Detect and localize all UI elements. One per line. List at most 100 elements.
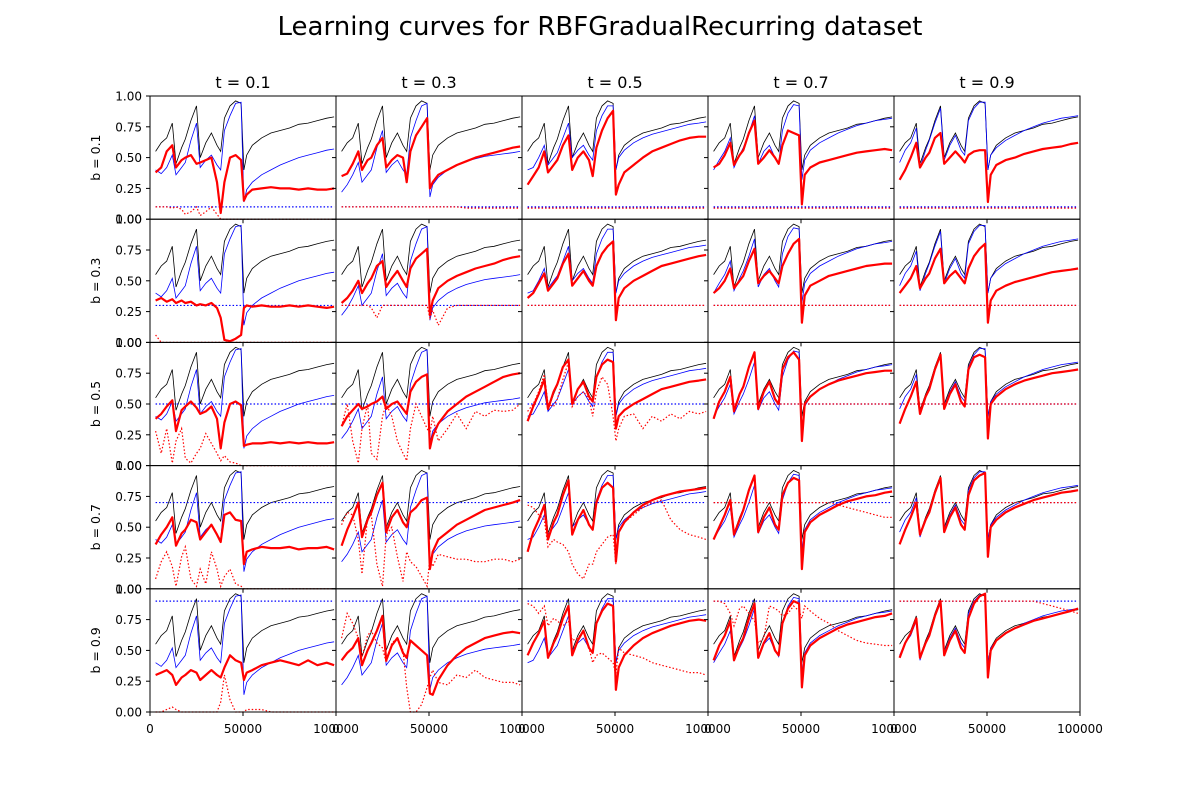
series-red-line xyxy=(898,131,1079,204)
series-black-line xyxy=(713,346,893,417)
y-tick-label: 0.00 xyxy=(115,336,142,350)
series-red-line xyxy=(155,654,335,687)
subplot-r2-c5 xyxy=(890,218,1081,347)
series-blue-line xyxy=(155,471,335,572)
series-red-line xyxy=(526,358,707,430)
x-tick-label: 100000 xyxy=(313,722,359,736)
y-tick-label: 1.00 xyxy=(115,336,142,350)
column-title: t = 0.3 xyxy=(401,73,456,92)
y-tick-label: 0.75 xyxy=(115,244,142,258)
series-blue-line xyxy=(713,104,893,180)
series-blue-line xyxy=(341,595,521,690)
series-blue-line xyxy=(713,473,893,550)
series-red-dotted-line xyxy=(713,502,893,518)
subplot-r3-c3 xyxy=(518,341,709,470)
x-tick-label: 50000 xyxy=(410,722,448,736)
subplot-r5-c1 xyxy=(146,588,337,716)
y-tick-label: 0.50 xyxy=(115,521,142,535)
column-title: t = 0.5 xyxy=(587,73,642,92)
series-blue-line xyxy=(899,348,1079,417)
series-black-line xyxy=(155,346,335,417)
x-tick-label: 50000 xyxy=(782,722,820,736)
series-red-line xyxy=(341,117,521,190)
series-red-line xyxy=(154,399,335,450)
series-black-line xyxy=(527,223,707,294)
series-red-dotted-line xyxy=(341,402,521,464)
series-red-line xyxy=(340,372,521,450)
y-tick-label: 1.00 xyxy=(115,213,142,227)
subplot-r5-c3 xyxy=(518,588,709,716)
series-blue-line xyxy=(527,475,707,540)
y-tick-label: 0.75 xyxy=(115,120,142,134)
y-tick-label: 0.50 xyxy=(115,274,142,288)
series-black-line xyxy=(155,470,335,540)
series-black-line xyxy=(899,346,1079,417)
series-red-line xyxy=(898,353,1079,440)
series-red-dotted-line xyxy=(341,206,521,209)
series-blue-line xyxy=(341,102,521,198)
x-tick-label: 100000 xyxy=(1057,722,1103,736)
series-black-line xyxy=(713,223,893,294)
series-blue-line xyxy=(527,228,707,294)
series-blue-line xyxy=(527,598,707,664)
row-label: b = 0.1 xyxy=(88,134,103,180)
subplot-r3-c5 xyxy=(890,341,1081,470)
y-tick-label: 0.75 xyxy=(115,367,142,381)
subplot-r4-c3 xyxy=(518,465,709,593)
series-red-dotted-line xyxy=(527,499,707,580)
series-black-line xyxy=(899,470,1079,540)
y-tick-label: 0.50 xyxy=(115,644,142,658)
subplot-r2-c2 xyxy=(332,218,523,347)
series-red-dotted-line xyxy=(341,511,521,589)
y-tick-label: 0.50 xyxy=(115,151,142,165)
y-tick-label: 0.25 xyxy=(115,305,142,319)
series-blue-line xyxy=(341,349,521,444)
series-red-dotted-line xyxy=(527,603,707,676)
y-tick-label: 0.00 xyxy=(115,213,142,227)
y-tick-label: 0.75 xyxy=(115,613,142,627)
series-red-line xyxy=(526,240,707,322)
series-blue-line xyxy=(155,224,335,326)
series-black-line xyxy=(899,223,1079,294)
column-title: t = 0.1 xyxy=(215,73,270,92)
series-red-line xyxy=(712,599,893,689)
series-black-line xyxy=(155,100,335,170)
subplot-r2-c3 xyxy=(518,218,709,347)
subplot-r3-c1 xyxy=(146,341,337,470)
series-black-line xyxy=(899,100,1079,170)
row-label: b = 0.9 xyxy=(88,627,103,673)
series-red-line xyxy=(712,119,893,206)
y-tick-label: 0.50 xyxy=(115,398,142,412)
series-blue-line xyxy=(155,101,335,203)
y-tick-label: 0.25 xyxy=(115,428,142,442)
series-blue-line xyxy=(527,105,707,171)
y-tick-label: 1.00 xyxy=(115,90,142,104)
series-blue-line xyxy=(341,472,521,567)
series-black-line xyxy=(527,593,707,663)
subplot-r1-c5 xyxy=(890,95,1081,224)
subplot-r3-c2 xyxy=(332,341,523,470)
series-black-line xyxy=(341,470,521,540)
series-black-line xyxy=(899,593,1079,663)
x-tick-label: 0 xyxy=(890,722,898,736)
figure-title: Learning curves for RBFGradualRecurring … xyxy=(277,12,923,42)
series-blue-line xyxy=(899,594,1079,663)
series-red-line xyxy=(712,474,893,571)
series-red-line xyxy=(898,471,1079,558)
series-blue-line xyxy=(713,596,893,673)
y-tick-label: 1.00 xyxy=(115,582,142,596)
y-tick-label: 0.00 xyxy=(115,459,142,473)
series-red-dotted-line xyxy=(155,426,335,467)
series-black-line xyxy=(341,346,521,417)
series-red-line xyxy=(155,296,335,343)
series-red-line xyxy=(154,511,335,566)
series-blue-line xyxy=(899,471,1079,540)
series-black-line xyxy=(341,223,521,294)
row-label: b = 0.3 xyxy=(88,258,103,304)
series-blue-line xyxy=(155,348,335,449)
x-tick-label: 50000 xyxy=(224,722,262,736)
row-label: b = 0.7 xyxy=(88,504,103,550)
column-title: t = 0.9 xyxy=(959,73,1014,92)
series-red-dotted-line xyxy=(527,361,707,442)
x-tick-label: 100000 xyxy=(499,722,545,736)
